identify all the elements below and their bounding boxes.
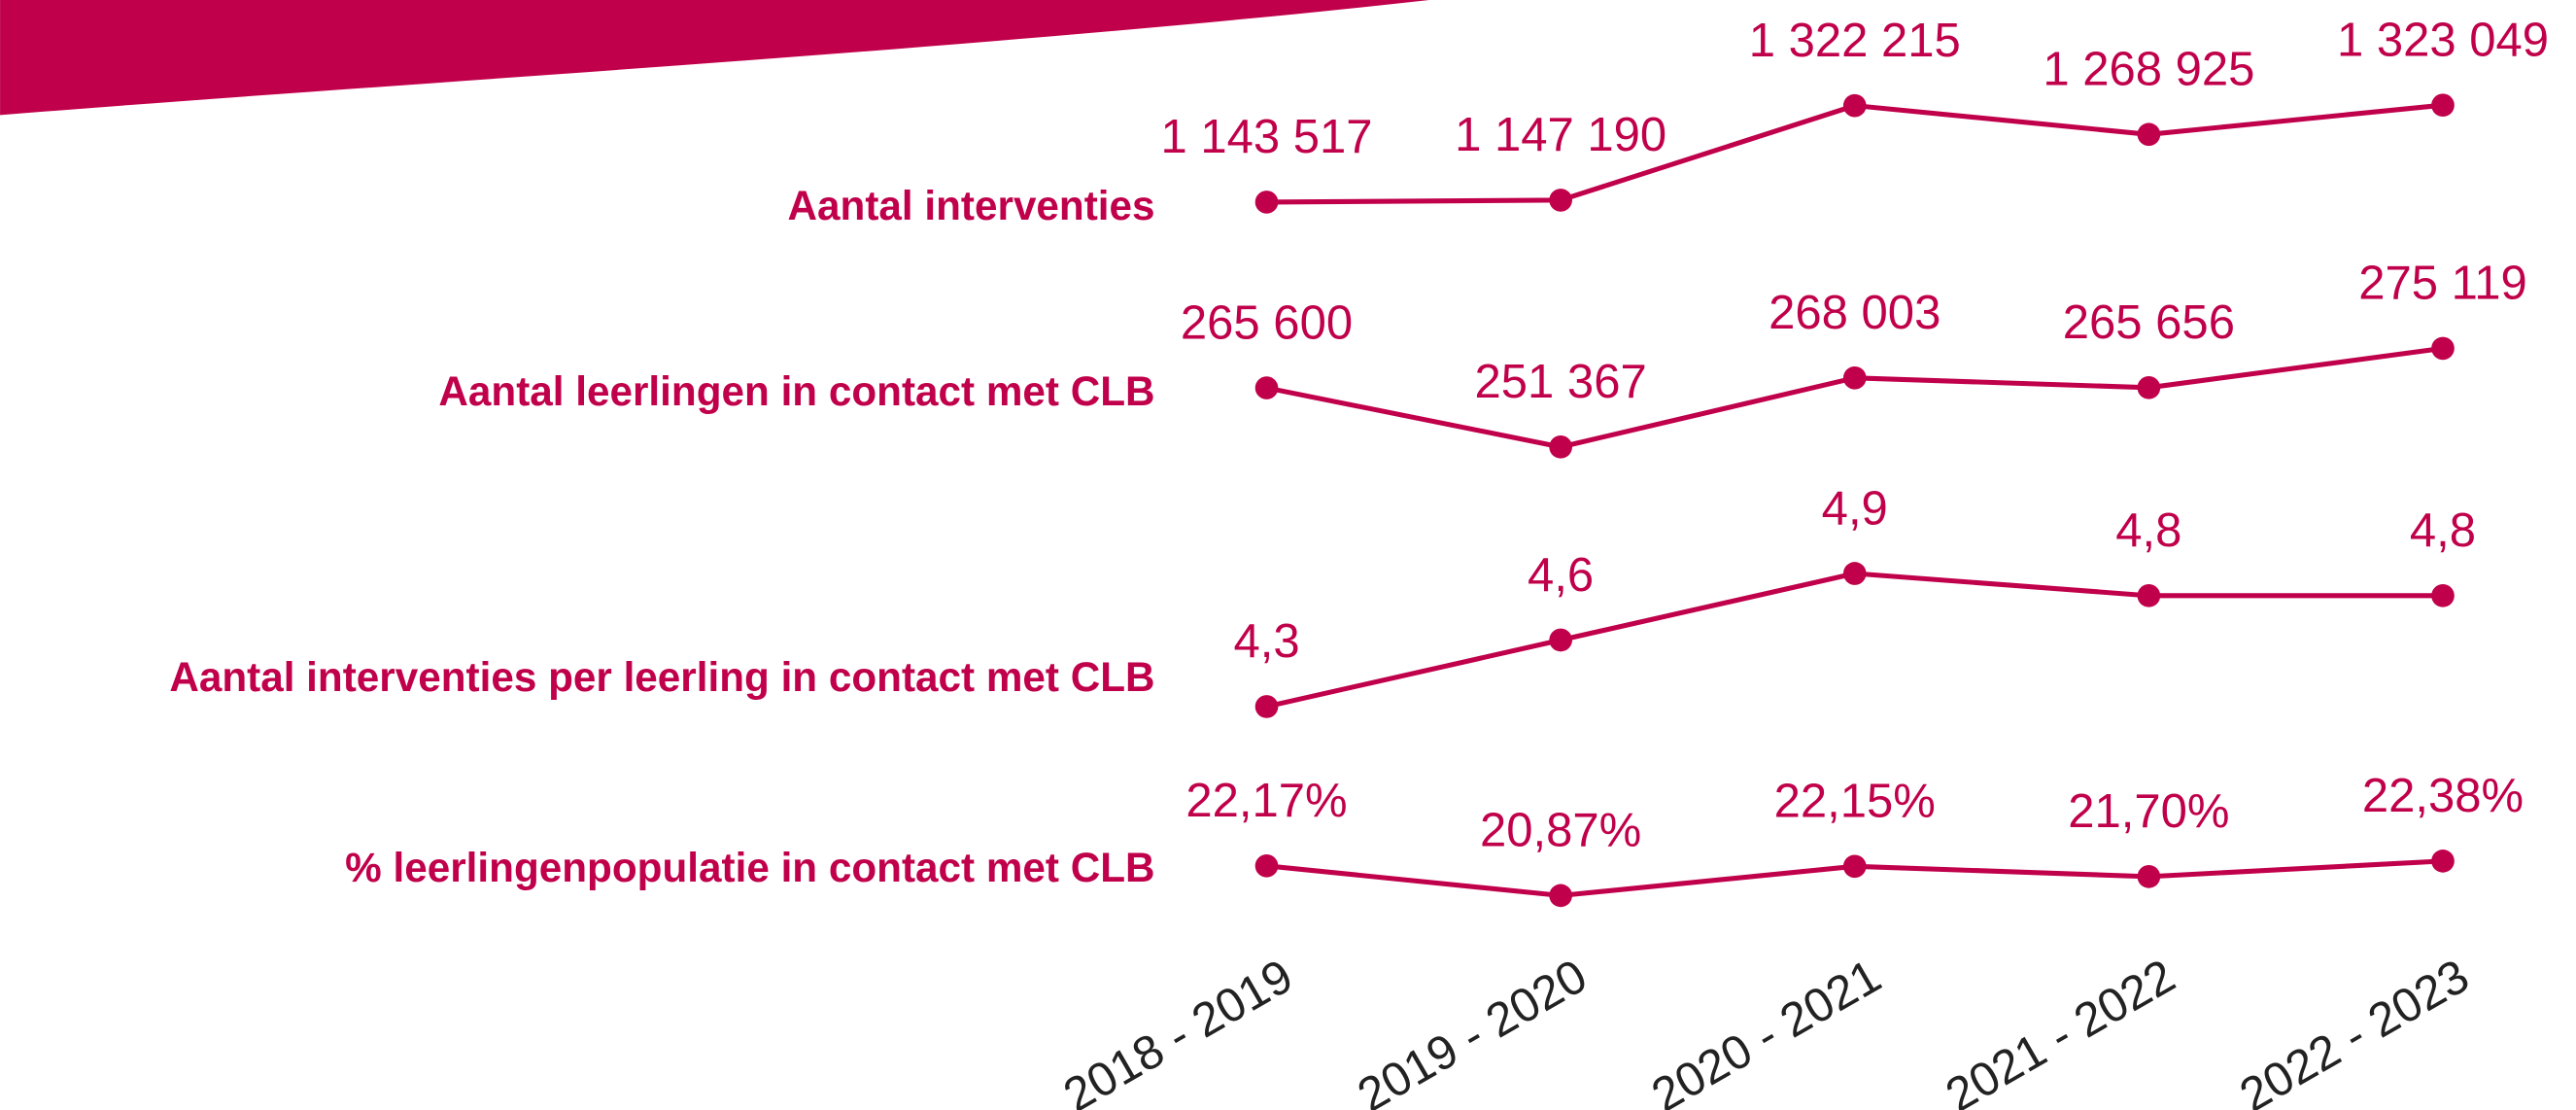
point <box>2137 584 2161 607</box>
data-label: 4,8 <box>2410 504 2476 557</box>
row-title: Aantal interventies per leerling in cont… <box>169 654 1154 700</box>
point <box>2431 850 2455 873</box>
header-banner <box>0 0 1429 116</box>
point <box>2137 865 2161 888</box>
data-label: 22,15% <box>1774 776 1936 828</box>
data-label: 4,6 <box>1528 549 1594 602</box>
point <box>1549 189 1572 212</box>
data-label: 265 600 <box>1181 296 1353 349</box>
point <box>2431 93 2455 118</box>
point <box>2137 122 2161 147</box>
data-label: 1 147 190 <box>1455 109 1666 161</box>
data-label: 265 656 <box>2063 296 2235 349</box>
point <box>2431 584 2455 607</box>
data-label: 1 143 517 <box>1160 111 1372 163</box>
data-label: 251 367 <box>1475 356 1647 408</box>
point <box>1549 628 1572 652</box>
point <box>1549 884 1572 908</box>
point <box>1842 93 1867 118</box>
data-label: 268 003 <box>1769 287 1941 339</box>
data-label: 4,8 <box>2115 504 2181 557</box>
point <box>1254 695 1279 718</box>
series-line <box>1265 571 2443 710</box>
point <box>1254 376 1279 399</box>
point <box>1549 435 1572 459</box>
data-label: 1 322 215 <box>1749 15 1961 67</box>
x-tick-label: 2020 - 2021 <box>1643 950 1890 1110</box>
point <box>1254 853 1279 878</box>
data-label: 1 268 925 <box>2043 44 2254 96</box>
row-title: Aantal interventies <box>788 183 1155 228</box>
data-label: 4,9 <box>1822 482 1888 535</box>
data-label: 21,70% <box>2068 785 2229 838</box>
point <box>1254 191 1279 214</box>
row-title: Aantal leerlingen in contact met CLB <box>438 368 1154 414</box>
data-label: 22,38% <box>2362 770 2524 822</box>
data-label: 1 323 049 <box>2337 14 2549 66</box>
row-title: % leerlingenpopulatie in contact met CLB <box>345 845 1154 890</box>
data-label: 4,3 <box>1233 615 1299 668</box>
point <box>1842 854 1867 879</box>
x-tick-label: 2018 - 2019 <box>1055 950 1302 1110</box>
data-label: 275 119 <box>2358 258 2527 310</box>
point <box>1842 365 1867 390</box>
series-line <box>1266 102 2444 205</box>
x-tick-label: 2022 - 2023 <box>2231 950 2478 1110</box>
point <box>2137 375 2161 399</box>
x-tick-label: 2021 - 2022 <box>1938 950 2184 1110</box>
point <box>1842 562 1867 585</box>
series-line <box>1266 345 2444 450</box>
x-tick-label: 2019 - 2020 <box>1349 950 1596 1110</box>
data-label: 22,17% <box>1185 775 1347 827</box>
point <box>2431 336 2455 361</box>
data-label: 20,87% <box>1480 805 1641 857</box>
